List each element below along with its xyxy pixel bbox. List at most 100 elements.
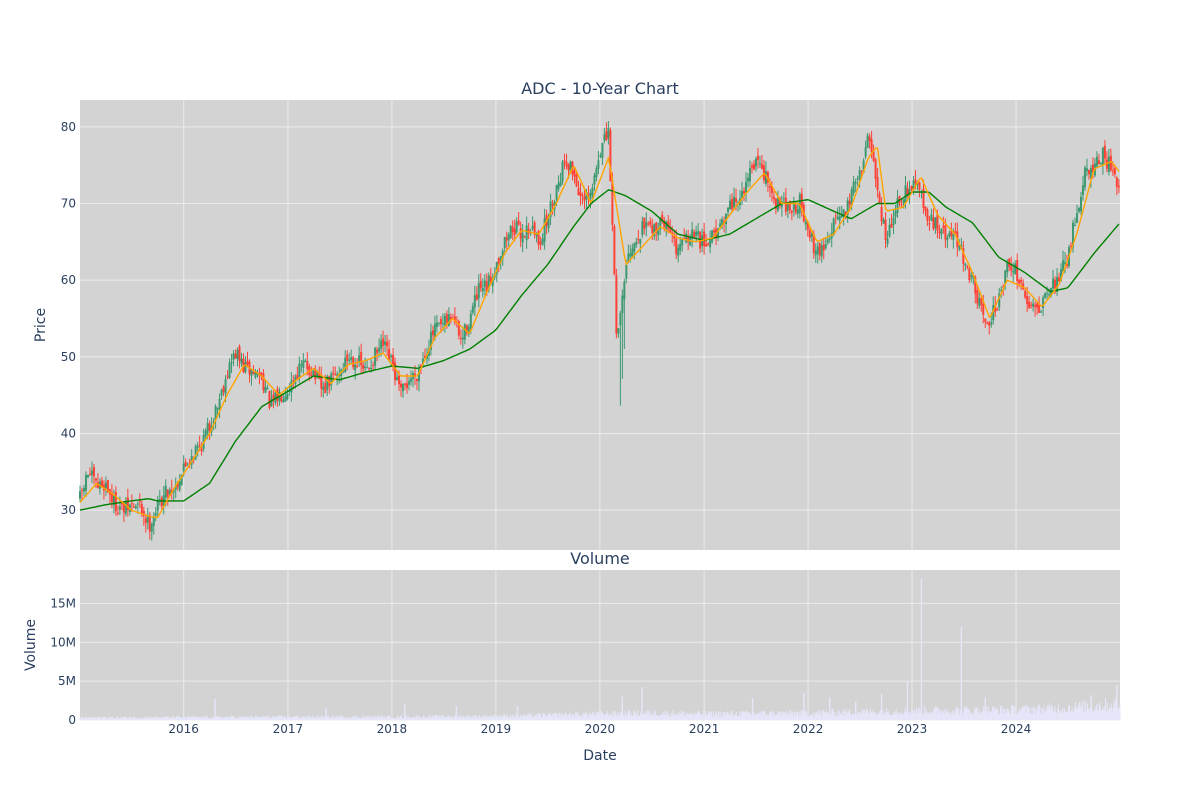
candlestick <box>216 407 219 415</box>
volume-bar <box>475 715 477 720</box>
candlestick <box>669 219 672 234</box>
candlestick <box>731 193 734 214</box>
volume-bar <box>331 716 333 720</box>
volume-bar <box>627 712 629 720</box>
volume-bar <box>251 715 253 720</box>
volume-bar <box>841 715 843 720</box>
candlestick <box>463 323 466 345</box>
volume-bar <box>151 718 153 720</box>
volume-bar <box>1083 700 1085 720</box>
candlestick <box>984 318 987 329</box>
volume-bar <box>1087 708 1089 720</box>
volume-bar <box>995 708 997 720</box>
volume-bar <box>540 716 542 720</box>
candlestick <box>996 307 999 311</box>
volume-bar <box>905 707 907 720</box>
volume-bar <box>1117 708 1119 720</box>
volume-bar <box>564 712 566 720</box>
volume-bar <box>165 716 167 720</box>
volume-bar <box>897 712 899 720</box>
candlestick <box>922 179 925 214</box>
candlestick <box>90 461 93 483</box>
volume-bar <box>309 715 311 720</box>
volume-bar <box>213 717 215 720</box>
volume-bar <box>458 715 460 720</box>
volume-bar <box>1064 710 1066 720</box>
candlestick <box>900 199 903 208</box>
volume-bar <box>837 710 839 720</box>
candlestick <box>1083 165 1086 191</box>
volume-bar <box>1078 703 1080 720</box>
candlestick <box>1044 292 1047 299</box>
volume-bar <box>338 718 340 720</box>
volume-bar <box>771 716 773 720</box>
volume-bar <box>154 716 156 720</box>
candlestick <box>703 222 706 255</box>
candlestick <box>214 404 217 429</box>
volume-bar <box>1069 704 1071 720</box>
volume-bar <box>99 716 101 720</box>
volume-bar <box>1065 711 1067 720</box>
volume-bar <box>98 717 100 720</box>
volume-bar <box>270 718 272 720</box>
volume-bar <box>898 712 900 720</box>
volume-bar <box>280 715 282 720</box>
volume-bar <box>156 717 158 720</box>
volume-bar <box>791 714 793 720</box>
volume-bar <box>429 717 431 720</box>
candlestick <box>874 157 877 188</box>
volume-spike-bar <box>455 706 457 720</box>
volume-bar <box>1111 711 1113 720</box>
candlestick <box>647 221 650 227</box>
volume-bar <box>1037 710 1039 720</box>
candlestick <box>605 122 608 141</box>
volume-bar <box>878 713 880 720</box>
volume-bar <box>559 717 561 720</box>
volume-bar <box>111 717 113 720</box>
volume-bar <box>846 713 848 720</box>
volume-bar <box>741 712 743 720</box>
candlestick <box>268 390 271 410</box>
volume-bar <box>916 706 918 720</box>
volume-bar <box>680 713 682 720</box>
volume-bar <box>407 716 409 720</box>
volume-bar <box>963 711 965 720</box>
candlestick <box>312 369 315 376</box>
volume-bar <box>785 714 787 720</box>
volume-bar <box>781 711 783 720</box>
volume-bar <box>518 716 520 720</box>
volume-bar <box>476 714 478 720</box>
candlestick <box>928 215 931 231</box>
candlestick <box>88 467 91 477</box>
candlestick <box>966 264 969 270</box>
candlestick <box>124 496 127 517</box>
volume-bar <box>229 717 231 720</box>
volume-bar <box>649 709 651 720</box>
volume-bar <box>980 715 982 720</box>
volume-bar <box>813 716 815 720</box>
volume-bar <box>1005 710 1007 720</box>
candlestick <box>868 133 871 149</box>
candlestick <box>796 202 799 219</box>
candlestick <box>962 241 965 272</box>
volume-bar <box>215 716 217 720</box>
volume-spike-bar <box>1090 695 1092 720</box>
volume-bar <box>709 710 711 720</box>
candlestick <box>627 244 630 264</box>
volume-bar <box>488 717 490 720</box>
candlestick <box>150 522 153 541</box>
candlestick <box>918 181 921 198</box>
candlestick <box>673 229 676 247</box>
volume-bar <box>552 714 554 720</box>
volume-bar <box>694 713 696 720</box>
volume-bar <box>604 714 606 720</box>
candlestick <box>296 366 299 381</box>
volume-bar <box>582 712 584 720</box>
volume-bar <box>840 713 842 720</box>
candlestick <box>168 487 171 496</box>
volume-bar <box>724 714 726 720</box>
candlestick <box>200 442 203 456</box>
volume-bar <box>112 718 114 720</box>
candlestick <box>380 334 383 357</box>
volume-bar <box>84 718 86 720</box>
